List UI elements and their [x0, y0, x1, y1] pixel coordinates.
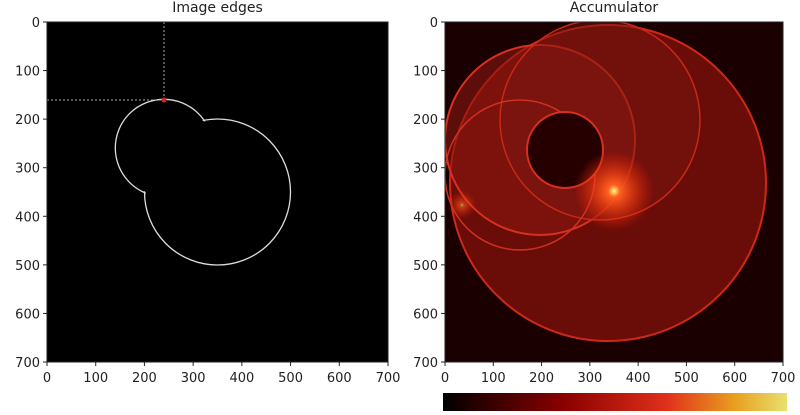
y-tick-label: 600	[413, 307, 438, 322]
chart-title: Accumulator	[570, 0, 659, 16]
x-tick-label: 700	[771, 371, 796, 386]
x-tick-label: 100	[481, 371, 506, 386]
y-tick-label: 300	[413, 162, 438, 177]
x-tick-label: 200	[132, 371, 157, 386]
y-tick-label: 200	[15, 113, 40, 128]
y-tick-label: 500	[15, 259, 40, 274]
x-tick-label: 0	[441, 371, 449, 386]
x-tick-label: 0	[43, 371, 51, 386]
x-tick-label: 300	[181, 371, 206, 386]
y-tick-label: 100	[413, 65, 438, 80]
x-tick-label: 200	[529, 371, 554, 386]
y-tick-label: 400	[15, 210, 40, 225]
x-tick-label: 400	[229, 371, 254, 386]
y-tick-label: 700	[15, 356, 40, 371]
x-tick-label: 600	[722, 371, 747, 386]
y-tick-label: 700	[413, 356, 438, 371]
colorbar	[443, 393, 787, 411]
chart-title: Image edges	[172, 0, 263, 16]
axes-frame	[46, 21, 389, 363]
y-tick-label: 200	[413, 113, 438, 128]
y-tick-label: 100	[15, 65, 40, 80]
x-tick-label: 400	[626, 371, 651, 386]
x-tick-label: 500	[278, 371, 303, 386]
x-tick-label: 600	[327, 371, 352, 386]
edge-image	[47, 22, 388, 362]
y-tick-label: 600	[15, 307, 40, 322]
accumulator-image	[445, 22, 783, 362]
x-tick-label: 700	[376, 371, 401, 386]
y-tick-label: 400	[413, 210, 438, 225]
x-tick-label: 300	[577, 371, 602, 386]
axes-frame	[444, 21, 784, 363]
y-tick-label: 0	[430, 16, 438, 31]
x-tick-label: 500	[674, 371, 699, 386]
y-tick-label: 500	[413, 259, 438, 274]
y-tick-label: 0	[32, 16, 40, 31]
y-tick-label: 300	[15, 162, 40, 177]
x-tick-label: 100	[83, 371, 108, 386]
